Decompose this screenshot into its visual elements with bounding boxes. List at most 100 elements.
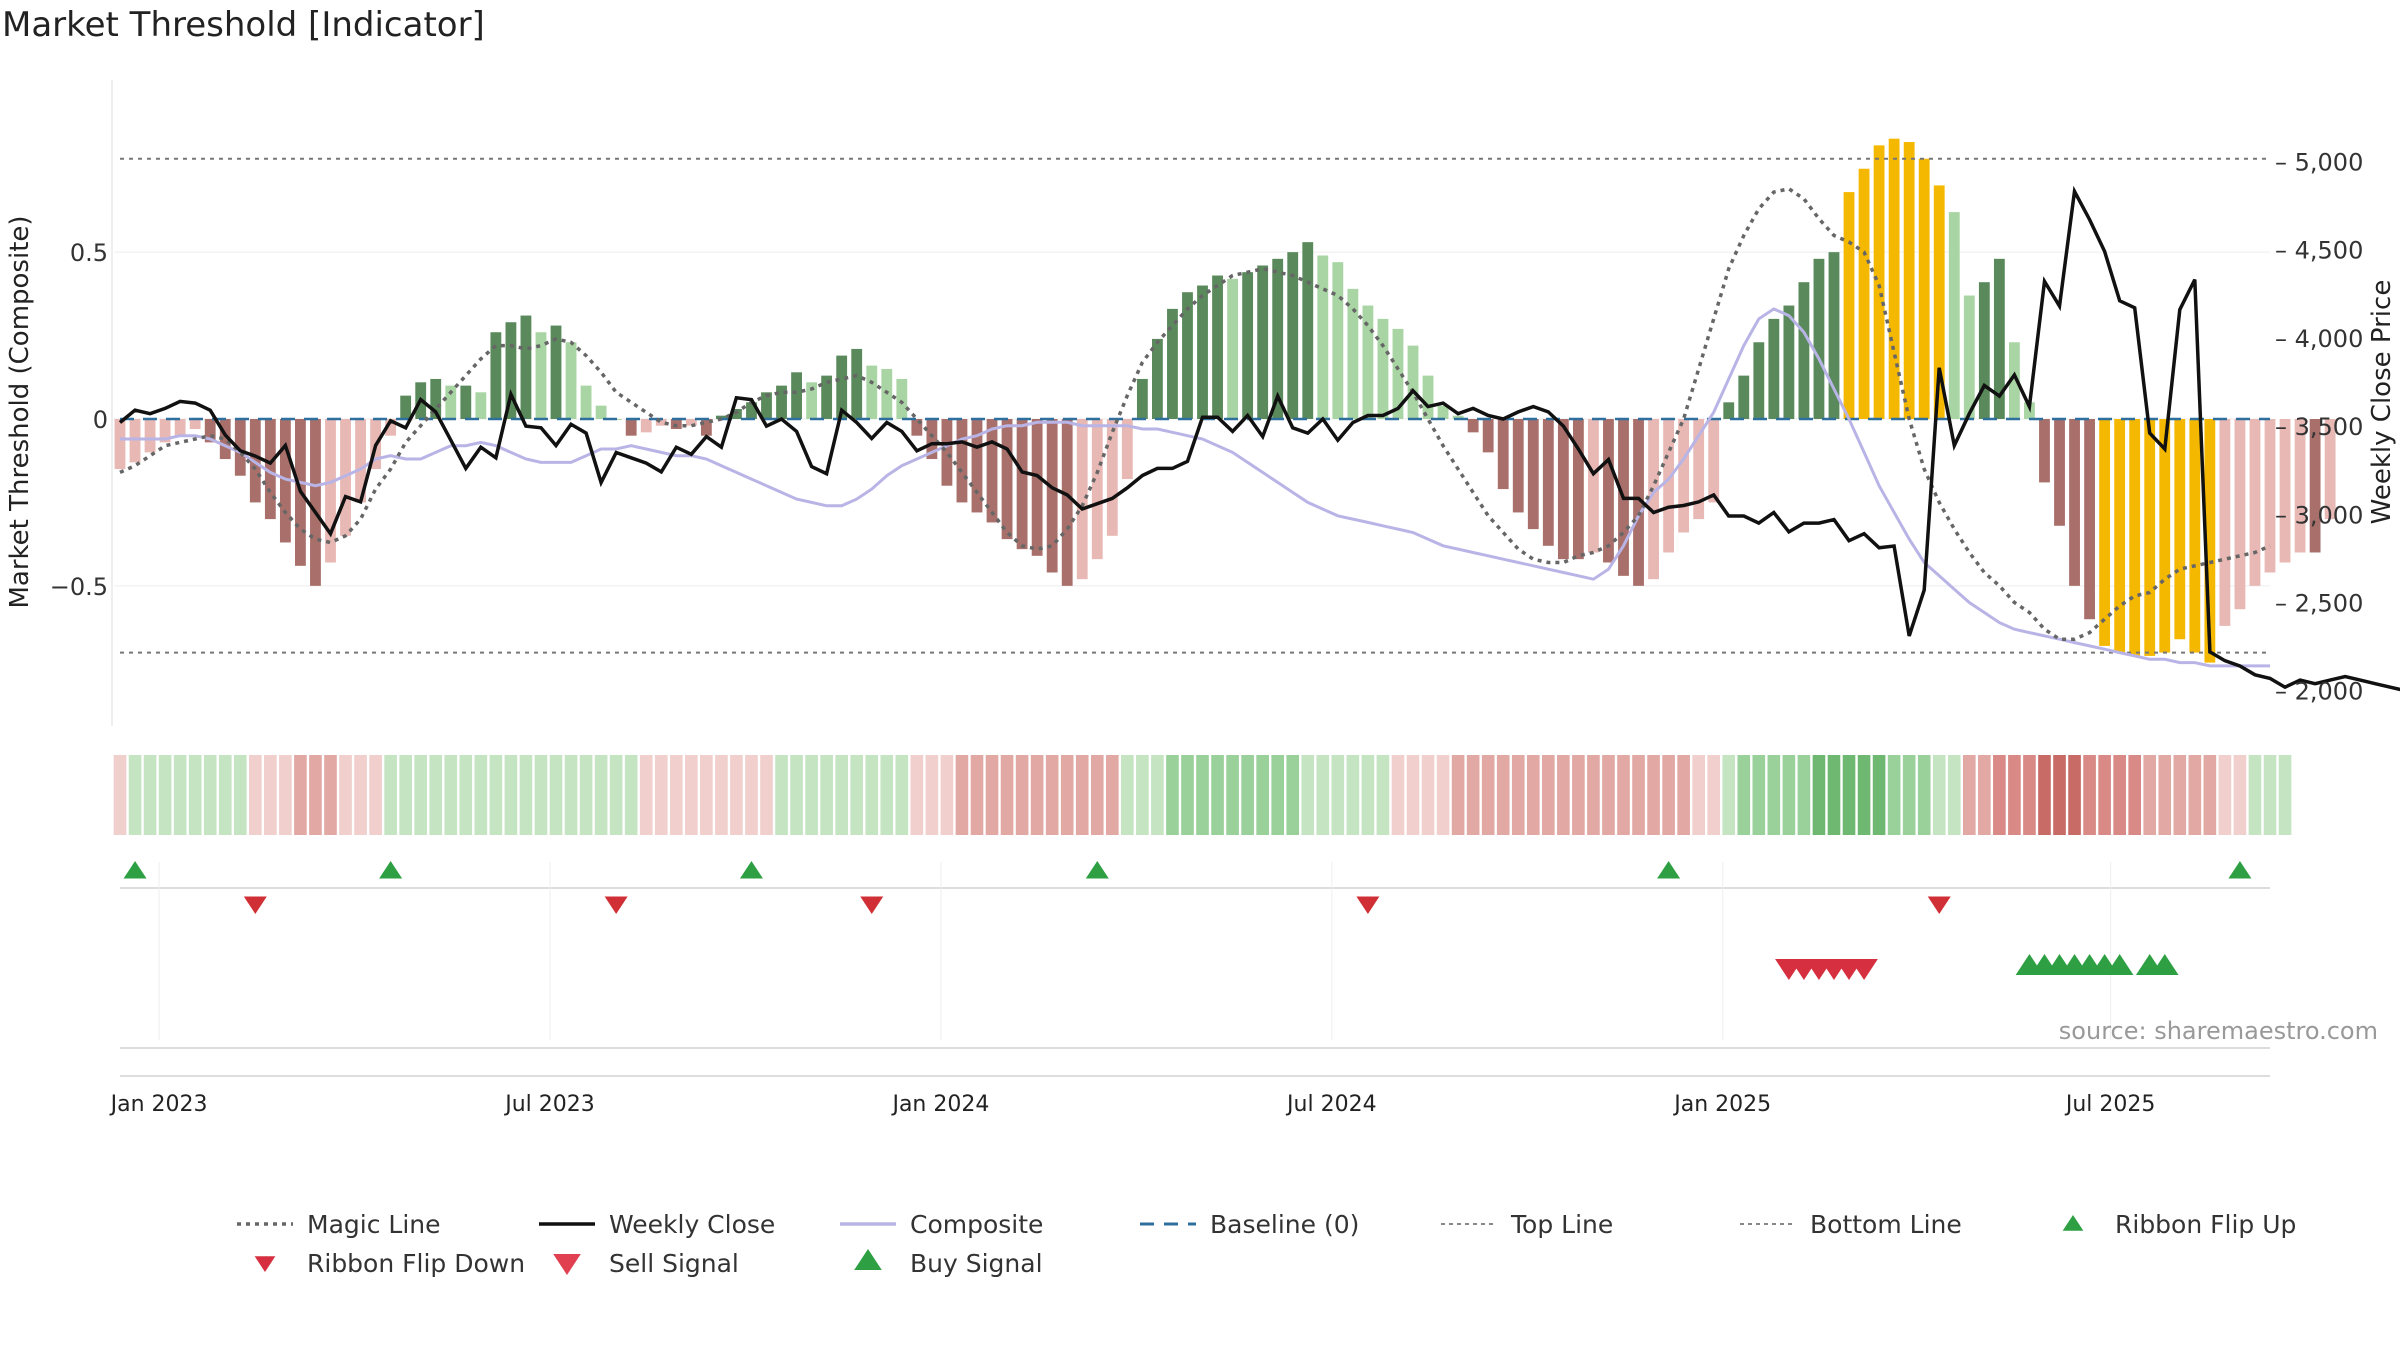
ribbon-cell [1090, 755, 1104, 835]
ribbon-cell [399, 755, 412, 835]
ribbon-cell [1286, 755, 1300, 835]
ribbon-cell [1060, 755, 1074, 835]
ribbon-cell [1932, 755, 1946, 835]
composite-bar [655, 419, 667, 426]
ribbon-cell [2023, 755, 2036, 835]
ribbon-cell [700, 755, 713, 835]
composite-bar [1182, 292, 1193, 419]
signal-markers: Jan 2023 Jul 2023 Jan 2024 Jul 2024 Jan 2025… [109, 861, 2270, 1275]
ribbon-cell [1496, 755, 1510, 835]
composite-bar [595, 405, 607, 419]
ribbon-cell [985, 755, 999, 835]
composite-bar [1648, 419, 1659, 580]
legend-label: Composite [910, 1210, 1043, 1239]
composite-bar [1212, 275, 1223, 419]
composite-bar [310, 419, 321, 586]
composite-bar [1257, 265, 1269, 419]
ribbon-cell [218, 755, 232, 835]
right-tick-label: – 4,500 [2275, 237, 2363, 265]
composite-bar [279, 419, 291, 543]
ribbon-cell [233, 755, 247, 835]
ribbon-cell [2083, 755, 2096, 835]
composite-bar [1482, 419, 1494, 453]
composite-bar [1633, 419, 1644, 586]
composite-bar [1347, 288, 1359, 419]
ribbon-cell [1752, 755, 1766, 835]
composite-bar [535, 332, 547, 419]
ribbon-cell [970, 755, 984, 835]
legend-swatch [553, 1254, 581, 1275]
composite-bar [1377, 318, 1389, 419]
ribbon-cell [1677, 755, 1690, 835]
ribbon-cell [910, 755, 924, 835]
ribbon-flip-up-marker [379, 861, 403, 879]
composite-bar [1603, 419, 1614, 563]
legend-item: Weekly Close [539, 1210, 775, 1239]
legend-item: Sell Signal [609, 1249, 739, 1278]
ribbon-cell [354, 755, 367, 835]
ribbon-cell [564, 755, 578, 835]
ribbon-cell [925, 755, 939, 835]
ribbon-flip-up-marker [739, 861, 763, 879]
ribbon-cell [1105, 755, 1119, 835]
composite-bar [1512, 419, 1524, 513]
composite-bar [129, 419, 141, 463]
ribbon-cell [2188, 755, 2202, 835]
ribbon-cell [2233, 755, 2247, 835]
ribbon-cell [324, 755, 337, 835]
ribbon-cell [669, 755, 683, 835]
ribbon-cell [2038, 755, 2051, 835]
ribbon-cell [459, 755, 473, 835]
left-tick-label: −0.5 [50, 573, 108, 601]
composite-bar [1738, 375, 1750, 419]
composite-bar [1152, 338, 1163, 419]
legend-label: Bottom Line [1810, 1210, 1962, 1239]
composite-bar [1001, 419, 1013, 540]
composite-bar [1963, 295, 1975, 419]
ribbon-cell [850, 755, 864, 835]
composite-bar [1873, 145, 1885, 419]
ribbon-cell [1511, 755, 1525, 835]
ribbon-cell [1647, 755, 1660, 835]
composite-bar [1091, 419, 1103, 560]
ribbon-cell [143, 755, 157, 835]
legend-label: Ribbon Flip Up [2115, 1210, 2296, 1239]
composite-bar [791, 372, 802, 419]
x-tick-label: Jan 2024 [890, 1092, 989, 1117]
buy-signal-marker [2105, 954, 2134, 975]
ribbon-cell [2248, 755, 2262, 835]
composite-bar [851, 348, 863, 419]
ribbon-cell [1045, 755, 1059, 835]
right-tick-label: – 3,000 [2275, 501, 2363, 529]
ribbon-flip-down-marker [604, 896, 628, 914]
ribbon-cell [1271, 755, 1285, 835]
composite-bar [1753, 342, 1765, 419]
composite-bar [1813, 258, 1825, 419]
ribbon-cell [1466, 755, 1480, 835]
ribbon-cell [519, 755, 533, 835]
ribbon-cell [2143, 755, 2157, 835]
ribbon-cell [474, 755, 488, 835]
ribbon-cell [745, 755, 758, 835]
y-axis-left-label: Market Threshold (Composite) [5, 215, 35, 608]
ribbon-cell [955, 755, 969, 835]
weekly-close-line [118, 185, 2400, 692]
ribbon-cell [609, 755, 623, 835]
composite-bar [2144, 419, 2156, 656]
composite-bar [490, 332, 502, 419]
ribbon-cell [429, 755, 443, 835]
ribbon-cell [2068, 755, 2081, 835]
composite-bar [1362, 305, 1374, 419]
ribbon-cell [654, 755, 668, 835]
ribbon-cell [865, 755, 879, 835]
ribbon-cell [1722, 755, 1736, 835]
ribbon-cell [1121, 755, 1134, 835]
composite-bar [2069, 419, 2080, 586]
ribbon-cell [2278, 755, 2292, 835]
composite-bar [2219, 419, 2231, 626]
ribbon-cell [2173, 755, 2187, 835]
x-tick-label: Jan 2023 [109, 1092, 208, 1117]
ribbon-cell [579, 755, 593, 835]
chart-title: Market Threshold [Indicator] [2, 5, 485, 45]
ribbon-cell [1151, 755, 1164, 835]
